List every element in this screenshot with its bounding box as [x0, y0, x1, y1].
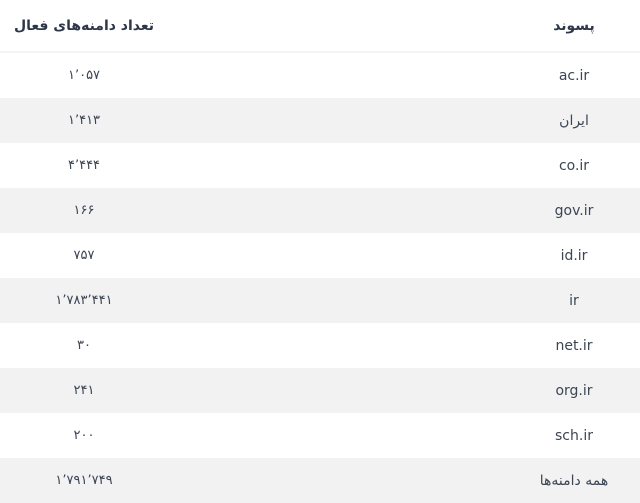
table-row: sch.ir ۲۰۰: [0, 413, 640, 458]
table-row: ac.ir ۱٬۰۵۷: [0, 52, 640, 98]
suffix-cell: همه دامنه‌ها: [539, 472, 609, 489]
suffix-cell: id.ir: [560, 247, 588, 264]
count-cell: ۱٬۷۹۱٬۷۴۹: [55, 473, 113, 488]
header-spacer: [168, 0, 508, 53]
table-body: ac.ir ۱٬۰۵۷ ایران ۱٬۴۱۳ co.ir ۴٬۴۴۴ gov.…: [0, 52, 640, 503]
count-cell: ۲۴۱: [73, 383, 95, 398]
table-row: net.ir ۳۰: [0, 323, 640, 368]
column-header-count: تعداد دامنه‌های فعال: [0, 0, 168, 53]
suffix-cell: ac.ir: [558, 67, 590, 84]
spacer-cell: [168, 458, 508, 503]
spacer-cell: [168, 98, 508, 143]
spacer-cell: [168, 278, 508, 323]
spacer-cell: [168, 368, 508, 413]
count-cell: ۳۰: [77, 338, 91, 353]
spacer-cell: [168, 233, 508, 278]
table-row: ir ۱٬۷۸۳٬۴۴۱: [0, 278, 640, 323]
spacer-cell: [168, 143, 508, 188]
count-cell: ۱٬۷۸۳٬۴۴۱: [55, 293, 113, 308]
suffix-cell: co.ir: [558, 157, 590, 174]
spacer-cell: [168, 413, 508, 458]
table-row: org.ir ۲۴۱: [0, 368, 640, 413]
suffix-cell: org.ir: [555, 382, 593, 399]
suffix-cell: ایران: [559, 112, 589, 129]
spacer-cell: [168, 188, 508, 233]
suffix-cell: sch.ir: [555, 427, 593, 444]
spacer-cell: [168, 323, 508, 368]
column-header-suffix: پسوند: [508, 0, 640, 53]
suffix-cell: gov.ir: [554, 202, 594, 219]
table-head: پسوند تعداد دامنه‌های فعال: [0, 0, 640, 53]
count-cell: ۱٬۰۵۷: [67, 68, 101, 83]
count-cell: ۷۵۷: [73, 248, 95, 263]
suffix-cell: ir: [569, 292, 579, 309]
table-row: co.ir ۴٬۴۴۴: [0, 143, 640, 188]
count-cell: ۱٬۴۱۳: [67, 113, 101, 128]
count-cell: ۱۶۶: [73, 203, 95, 218]
suffix-cell: net.ir: [555, 337, 593, 354]
count-cell: ۴٬۴۴۴: [67, 158, 101, 173]
table-row: id.ir ۷۵۷: [0, 233, 640, 278]
table-row: ایران ۱٬۴۱۳: [0, 98, 640, 143]
count-cell: ۲۰۰: [73, 428, 95, 443]
table-header-row: پسوند تعداد دامنه‌های فعال: [0, 0, 640, 53]
table-row-total: همه دامنه‌ها ۱٬۷۹۱٬۷۴۹: [0, 458, 640, 503]
spacer-cell: [168, 52, 508, 98]
table-row: gov.ir ۱۶۶: [0, 188, 640, 233]
